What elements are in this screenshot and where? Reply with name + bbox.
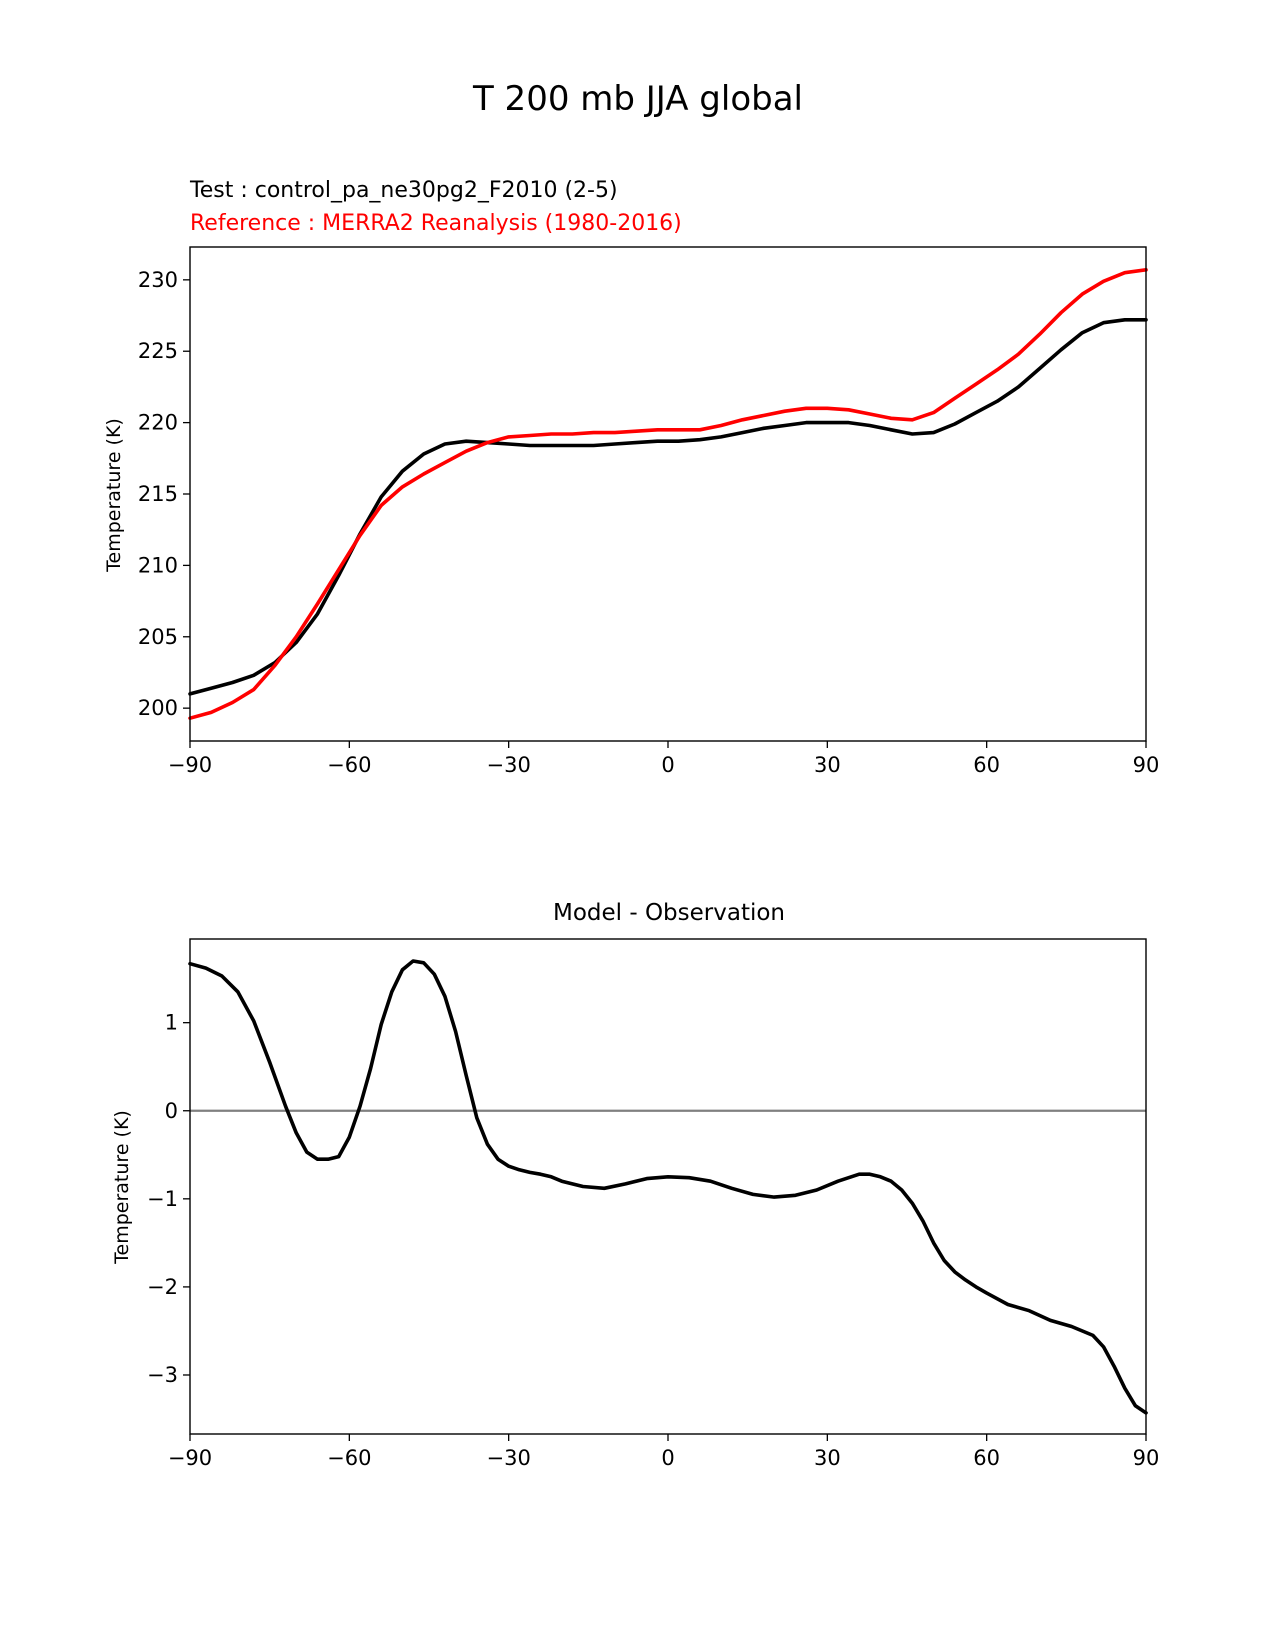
y-tick-label: 215 <box>138 482 178 506</box>
top-y-axis-label: Temperature (K) <box>103 418 125 573</box>
bottom-plot-area: −90 −60 −30 0 30 60 90 −3 −2 −1 0 1 <box>147 938 1160 1470</box>
x-tick-label: 90 <box>1133 753 1160 777</box>
x-tick-label: 60 <box>973 1446 1000 1470</box>
series-line-1-0 <box>188 959 1148 1415</box>
x-tick-label: −60 <box>327 753 371 777</box>
x-tick-label: −60 <box>327 1446 371 1470</box>
y-tick-label: 205 <box>138 625 178 649</box>
x-tick-label: 0 <box>661 1446 674 1470</box>
x-tick-label: 90 <box>1133 1446 1160 1470</box>
series-line-0-1 <box>188 268 1148 720</box>
bottom-panel: Model - Observation −90 −60 −30 0 30 60 90 −3 −2… <box>111 900 1159 1470</box>
x-tick-label: −90 <box>168 753 212 777</box>
y-tick-label: −1 <box>147 1187 178 1211</box>
x-tick-label: 0 <box>661 753 674 777</box>
y-tick-label: 225 <box>138 339 178 363</box>
x-tick-label: 30 <box>814 753 841 777</box>
y-tick-label: 230 <box>138 268 178 292</box>
test-label: Test : control_pa_ne30pg2_F2010 (2-5) <box>189 178 618 203</box>
y-tick-label: 0 <box>165 1099 178 1123</box>
x-tick-label: −30 <box>487 1446 531 1470</box>
y-tick-label: 200 <box>138 696 178 720</box>
x-tick-label: 30 <box>814 1446 841 1470</box>
reference-label: Reference : MERRA2 Reanalysis (1980-2016… <box>190 211 682 236</box>
y-tick-label: 1 <box>165 1011 178 1035</box>
x-tick-label: −30 <box>487 753 531 777</box>
x-tick-label: 60 <box>973 753 1000 777</box>
top-panel: Test : control_pa_ne30pg2_F2010 (2-5) Re… <box>103 178 1159 777</box>
figure-title: T 200 mb JJA global <box>472 79 803 119</box>
bottom-panel-title: Model - Observation <box>553 900 785 926</box>
top-plot-area: −90 −60 −30 0 30 60 90 200 205 210 215 220 225 230 <box>138 246 1160 777</box>
y-tick-label: 210 <box>138 553 178 577</box>
y-tick-label: 220 <box>138 411 178 435</box>
y-tick-label: −3 <box>147 1363 178 1387</box>
y-tick-label: −2 <box>147 1275 178 1299</box>
bottom-y-axis-label: Temperature (K) <box>111 1110 133 1265</box>
x-tick-label: −90 <box>168 1446 212 1470</box>
